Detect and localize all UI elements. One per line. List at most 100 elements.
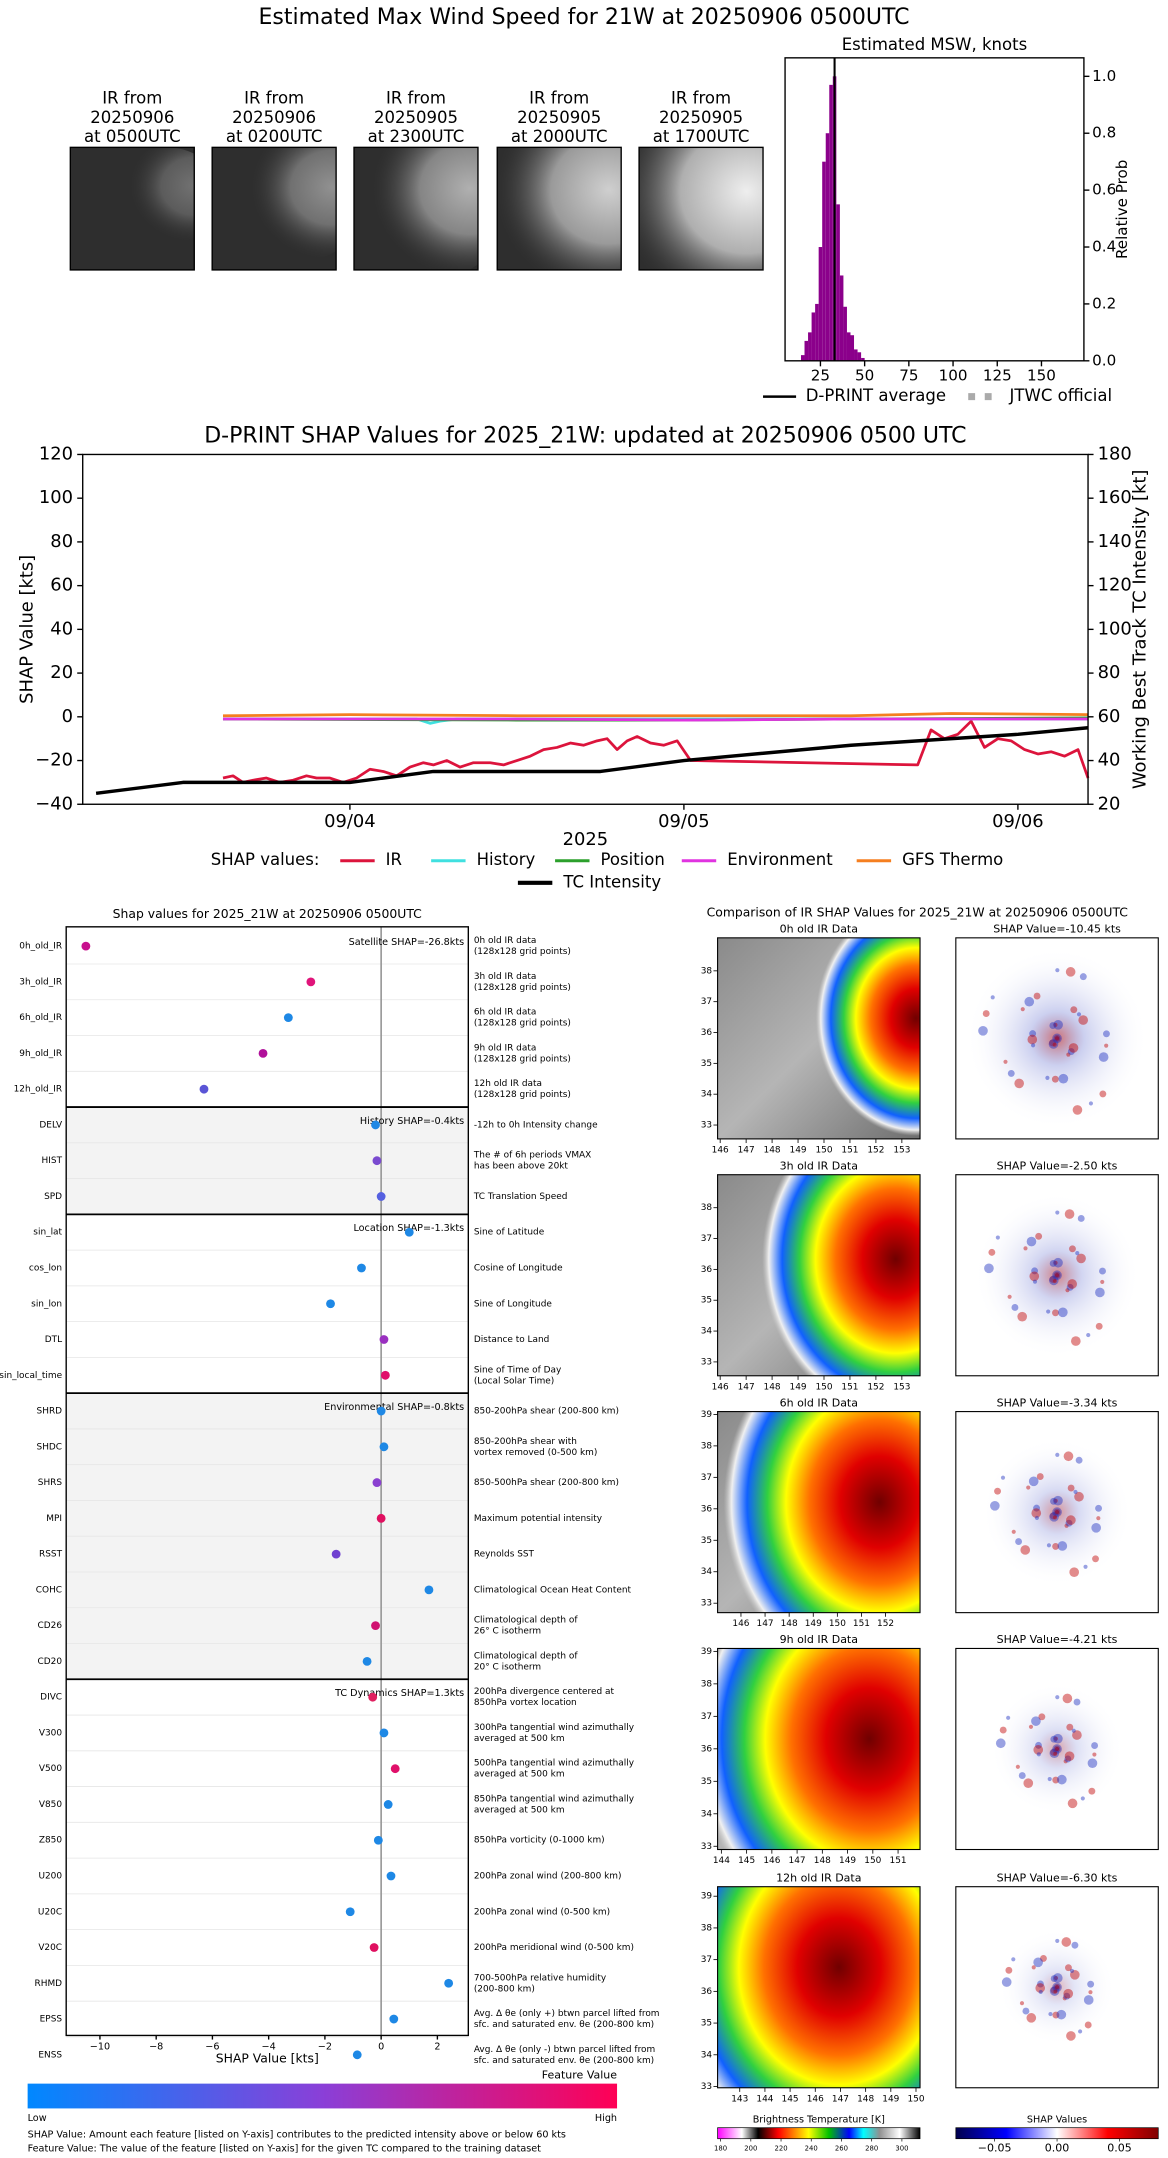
x-tick-label: 150 bbox=[815, 1145, 832, 1155]
shap-speck bbox=[1049, 1276, 1057, 1283]
feature-description: sfc. and saturated env. θe (200-800 km) bbox=[474, 2020, 654, 2030]
shap-speck bbox=[1069, 1245, 1076, 1253]
y-tick-label: 37 bbox=[701, 1234, 712, 1244]
feature-name: 9h_old_IR bbox=[19, 1049, 62, 1059]
shap-speck bbox=[1071, 1728, 1076, 1733]
colorbar-tick-label: 0.00 bbox=[1045, 2141, 1070, 2154]
shap-speck bbox=[1011, 1529, 1016, 1534]
shap-speck bbox=[1048, 1275, 1059, 1286]
thumbnail-frame bbox=[211, 146, 337, 271]
shap-speck bbox=[1036, 1752, 1041, 1757]
y-tick-label: 39 bbox=[701, 1410, 713, 1420]
shap-speck bbox=[1048, 1039, 1059, 1049]
shap-speck bbox=[1038, 1713, 1046, 1721]
shap-speck bbox=[1049, 1512, 1057, 1520]
shap-speck bbox=[1079, 973, 1087, 981]
colorbar-tick-label: 240 bbox=[805, 2144, 818, 2152]
shap-speck bbox=[1058, 1073, 1069, 1084]
feature-description: sfc. and saturated env. θe (200-800 km) bbox=[474, 2056, 654, 2066]
chart-marks: Satellite SHAP=-26.8kts History SHAP=-0.4… bbox=[66, 937, 469, 2060]
y-tick-label: 37 bbox=[701, 1712, 712, 1722]
shap-speck bbox=[1078, 2029, 1083, 2034]
group-label: History SHAP=-0.4kts bbox=[360, 1116, 464, 1127]
x-tick-label: 153 bbox=[893, 1145, 910, 1155]
shap-dot bbox=[444, 1978, 454, 1988]
shap-speck bbox=[1058, 1307, 1068, 1318]
shap-speck bbox=[1037, 1980, 1044, 1988]
shap-blob bbox=[965, 947, 1149, 1129]
histogram-bar bbox=[850, 335, 855, 361]
x-tick-label: 150 bbox=[1027, 366, 1056, 384]
y-tick-label: 80 bbox=[50, 531, 73, 552]
thumbnail-label: IR from bbox=[102, 89, 162, 108]
shap-dot bbox=[390, 1764, 400, 1774]
y-tick-label: 38 bbox=[701, 1679, 713, 1689]
shap-speck bbox=[1032, 1279, 1038, 1284]
colorbar-low: Low bbox=[28, 2113, 47, 2124]
feature-description: Avg. Δ θe (only -) btwn parcel lifted fr… bbox=[474, 2045, 655, 2055]
chart-title: Shap values for 2025_21W at 20250906 050… bbox=[113, 906, 422, 921]
shap-speck bbox=[1031, 1716, 1041, 1726]
thumbnail-cloud bbox=[111, 147, 195, 244]
shap-speck bbox=[1057, 1541, 1068, 1551]
thumbnail-label: IR from bbox=[671, 89, 731, 108]
shap-speck bbox=[999, 1726, 1007, 1734]
shap-dot bbox=[376, 1513, 386, 1523]
feature-name: sin_local_time bbox=[0, 1371, 63, 1381]
shap-speck bbox=[1047, 1776, 1052, 1782]
shap-dot bbox=[371, 1621, 380, 1631]
shap-dot bbox=[389, 2014, 399, 2024]
y-tick-label: 35 bbox=[701, 1059, 712, 1069]
histogram-bar bbox=[822, 161, 826, 361]
colorbar bbox=[717, 2127, 921, 2140]
shap-image bbox=[955, 937, 1159, 1139]
shap-speck bbox=[1067, 1279, 1078, 1289]
shap-speck bbox=[1007, 1069, 1015, 1077]
shap-dot bbox=[258, 1048, 268, 1058]
shap-dot bbox=[386, 1871, 396, 1881]
shap-dot bbox=[306, 977, 316, 987]
feature-name: MPI bbox=[46, 1514, 62, 1524]
shap-speck bbox=[1053, 1983, 1061, 1991]
shap-speck bbox=[1104, 1043, 1109, 1048]
shap-speck bbox=[1055, 968, 1060, 973]
y-tick-label: 35 bbox=[701, 2019, 712, 2029]
shap-dot bbox=[424, 1585, 434, 1595]
shap-dot bbox=[372, 1478, 382, 1487]
y-tick-label: 34 bbox=[701, 1327, 713, 1337]
y-tick-label: 0.8 bbox=[1092, 124, 1116, 142]
shap-dot bbox=[81, 941, 91, 951]
y-tick-label: 0.0 bbox=[1092, 351, 1116, 369]
histogram-bar bbox=[825, 133, 830, 361]
histogram-bar bbox=[854, 349, 858, 361]
shap-speck bbox=[1066, 1052, 1071, 1057]
feature-description: 850-200hPa shear with bbox=[474, 1437, 577, 1447]
feature-description: 20° C isotherm bbox=[474, 1662, 541, 1672]
x-tick-label: 149 bbox=[790, 1382, 807, 1392]
group-label: TC Dynamics SHAP=1.3kts bbox=[334, 1688, 464, 1699]
shap-panel-title: SHAP Value=-6.30 kts bbox=[997, 1871, 1118, 1884]
shap-speck bbox=[1015, 1538, 1023, 1545]
x-tick-label: 145 bbox=[782, 2094, 799, 2104]
shap-blob bbox=[974, 1192, 1141, 1358]
histogram-bar bbox=[811, 312, 816, 361]
feature-description: Sine of Time of Day bbox=[474, 1365, 562, 1375]
shap-speck bbox=[1095, 1322, 1103, 1330]
shap-dot bbox=[326, 1299, 335, 1309]
shap-speck bbox=[1067, 1484, 1075, 1492]
x-tick-label: 148 bbox=[857, 2094, 874, 2104]
shap-speck bbox=[1077, 1214, 1085, 1222]
y-tick-label: 38 bbox=[701, 1203, 713, 1213]
feature-name: ENSS bbox=[38, 2050, 62, 2060]
shap-speck bbox=[994, 1487, 1001, 1495]
thumbnail-label: at 0500UTC bbox=[84, 127, 181, 146]
colorbar-tick-label: −0.05 bbox=[978, 2141, 1012, 2154]
shap-dot bbox=[379, 1442, 389, 1452]
shap-speck bbox=[1005, 1966, 1013, 1974]
x-tick-label: 150 bbox=[907, 2094, 924, 2104]
feature-description: 200hPa divergence centered at bbox=[474, 1687, 615, 1697]
shap-speck bbox=[1022, 2007, 1030, 2015]
shap-speck bbox=[1053, 1257, 1063, 1268]
shap-speck bbox=[1052, 1744, 1062, 1754]
shap-speck bbox=[1054, 1985, 1060, 1990]
